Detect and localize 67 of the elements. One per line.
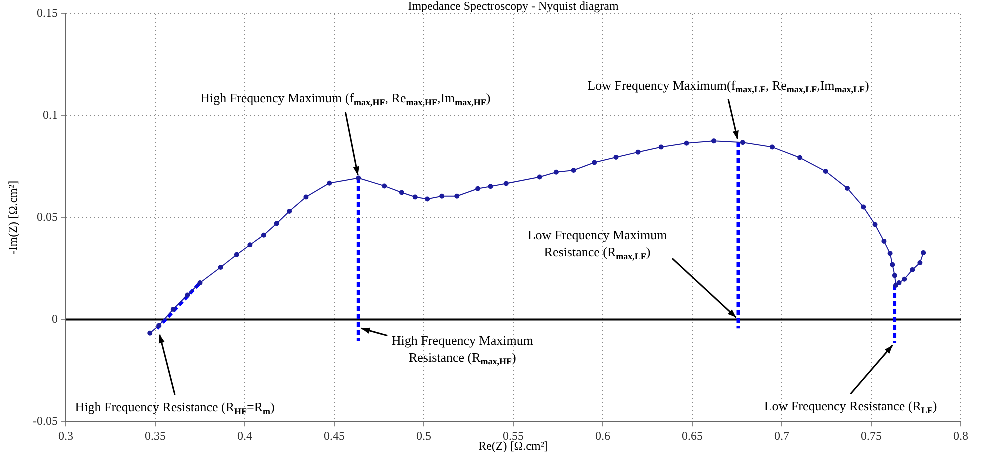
point <box>888 251 893 256</box>
x-tick-label: 0.75 <box>861 428 882 443</box>
point <box>327 180 332 186</box>
point <box>537 174 542 180</box>
point <box>892 273 898 278</box>
point <box>918 260 923 266</box>
point <box>425 196 430 202</box>
point <box>170 307 176 312</box>
point <box>658 144 664 150</box>
point <box>770 144 776 150</box>
point <box>218 265 224 270</box>
x-tick-label: 0.5 <box>416 428 432 443</box>
point <box>156 323 162 328</box>
point <box>921 250 926 256</box>
point <box>382 184 388 189</box>
x-tick-label: 0.45 <box>324 428 345 443</box>
y-tick-label: 0.05 <box>36 210 58 224</box>
point <box>845 186 850 191</box>
point <box>504 181 509 186</box>
x-tick-label: 0.4 <box>237 428 252 443</box>
y-tick-label: -0.05 <box>32 414 58 428</box>
point <box>488 184 494 190</box>
point <box>261 232 266 238</box>
point <box>356 176 362 181</box>
point <box>882 238 887 244</box>
y-tick-label: 0.1 <box>42 108 58 122</box>
point <box>476 186 481 192</box>
x-tick-label: 0.6 <box>596 428 610 443</box>
point <box>554 170 559 175</box>
point <box>304 194 309 200</box>
point <box>148 330 153 336</box>
y-tick-label: 0.15 <box>36 6 58 20</box>
point <box>684 140 690 146</box>
chart-title: Impedance Spectroscopy - Nyquist diagram <box>408 0 620 14</box>
point <box>274 221 280 226</box>
point <box>910 267 916 272</box>
point <box>890 262 896 268</box>
point <box>894 282 899 288</box>
point <box>440 194 445 199</box>
x-tick-label: 0.65 <box>682 428 703 443</box>
point <box>248 242 253 248</box>
point <box>198 280 203 286</box>
x-tick-label: 0.3 <box>58 428 74 443</box>
y-tick-label: 0 <box>52 312 58 326</box>
point <box>872 222 878 228</box>
point <box>454 194 460 199</box>
x-tick-label: 0.35 <box>144 428 166 443</box>
y-axis-title: -Im(Z) [Ω.cm²] <box>6 180 20 255</box>
point <box>571 168 576 174</box>
x-tick-label: 0.55 <box>503 428 524 443</box>
point <box>896 280 902 286</box>
point <box>234 252 240 258</box>
point <box>287 208 292 214</box>
point <box>861 204 866 210</box>
point <box>592 160 598 166</box>
point <box>614 154 619 160</box>
point <box>636 150 641 155</box>
point <box>798 155 803 160</box>
point <box>740 140 746 146</box>
point <box>902 276 908 282</box>
point <box>823 169 828 174</box>
point <box>399 190 404 196</box>
x-tick-label: 0.7 <box>774 428 790 443</box>
x-tick-label: 0.8 <box>954 428 968 443</box>
point <box>185 292 190 298</box>
point <box>711 138 716 144</box>
point <box>412 194 418 200</box>
